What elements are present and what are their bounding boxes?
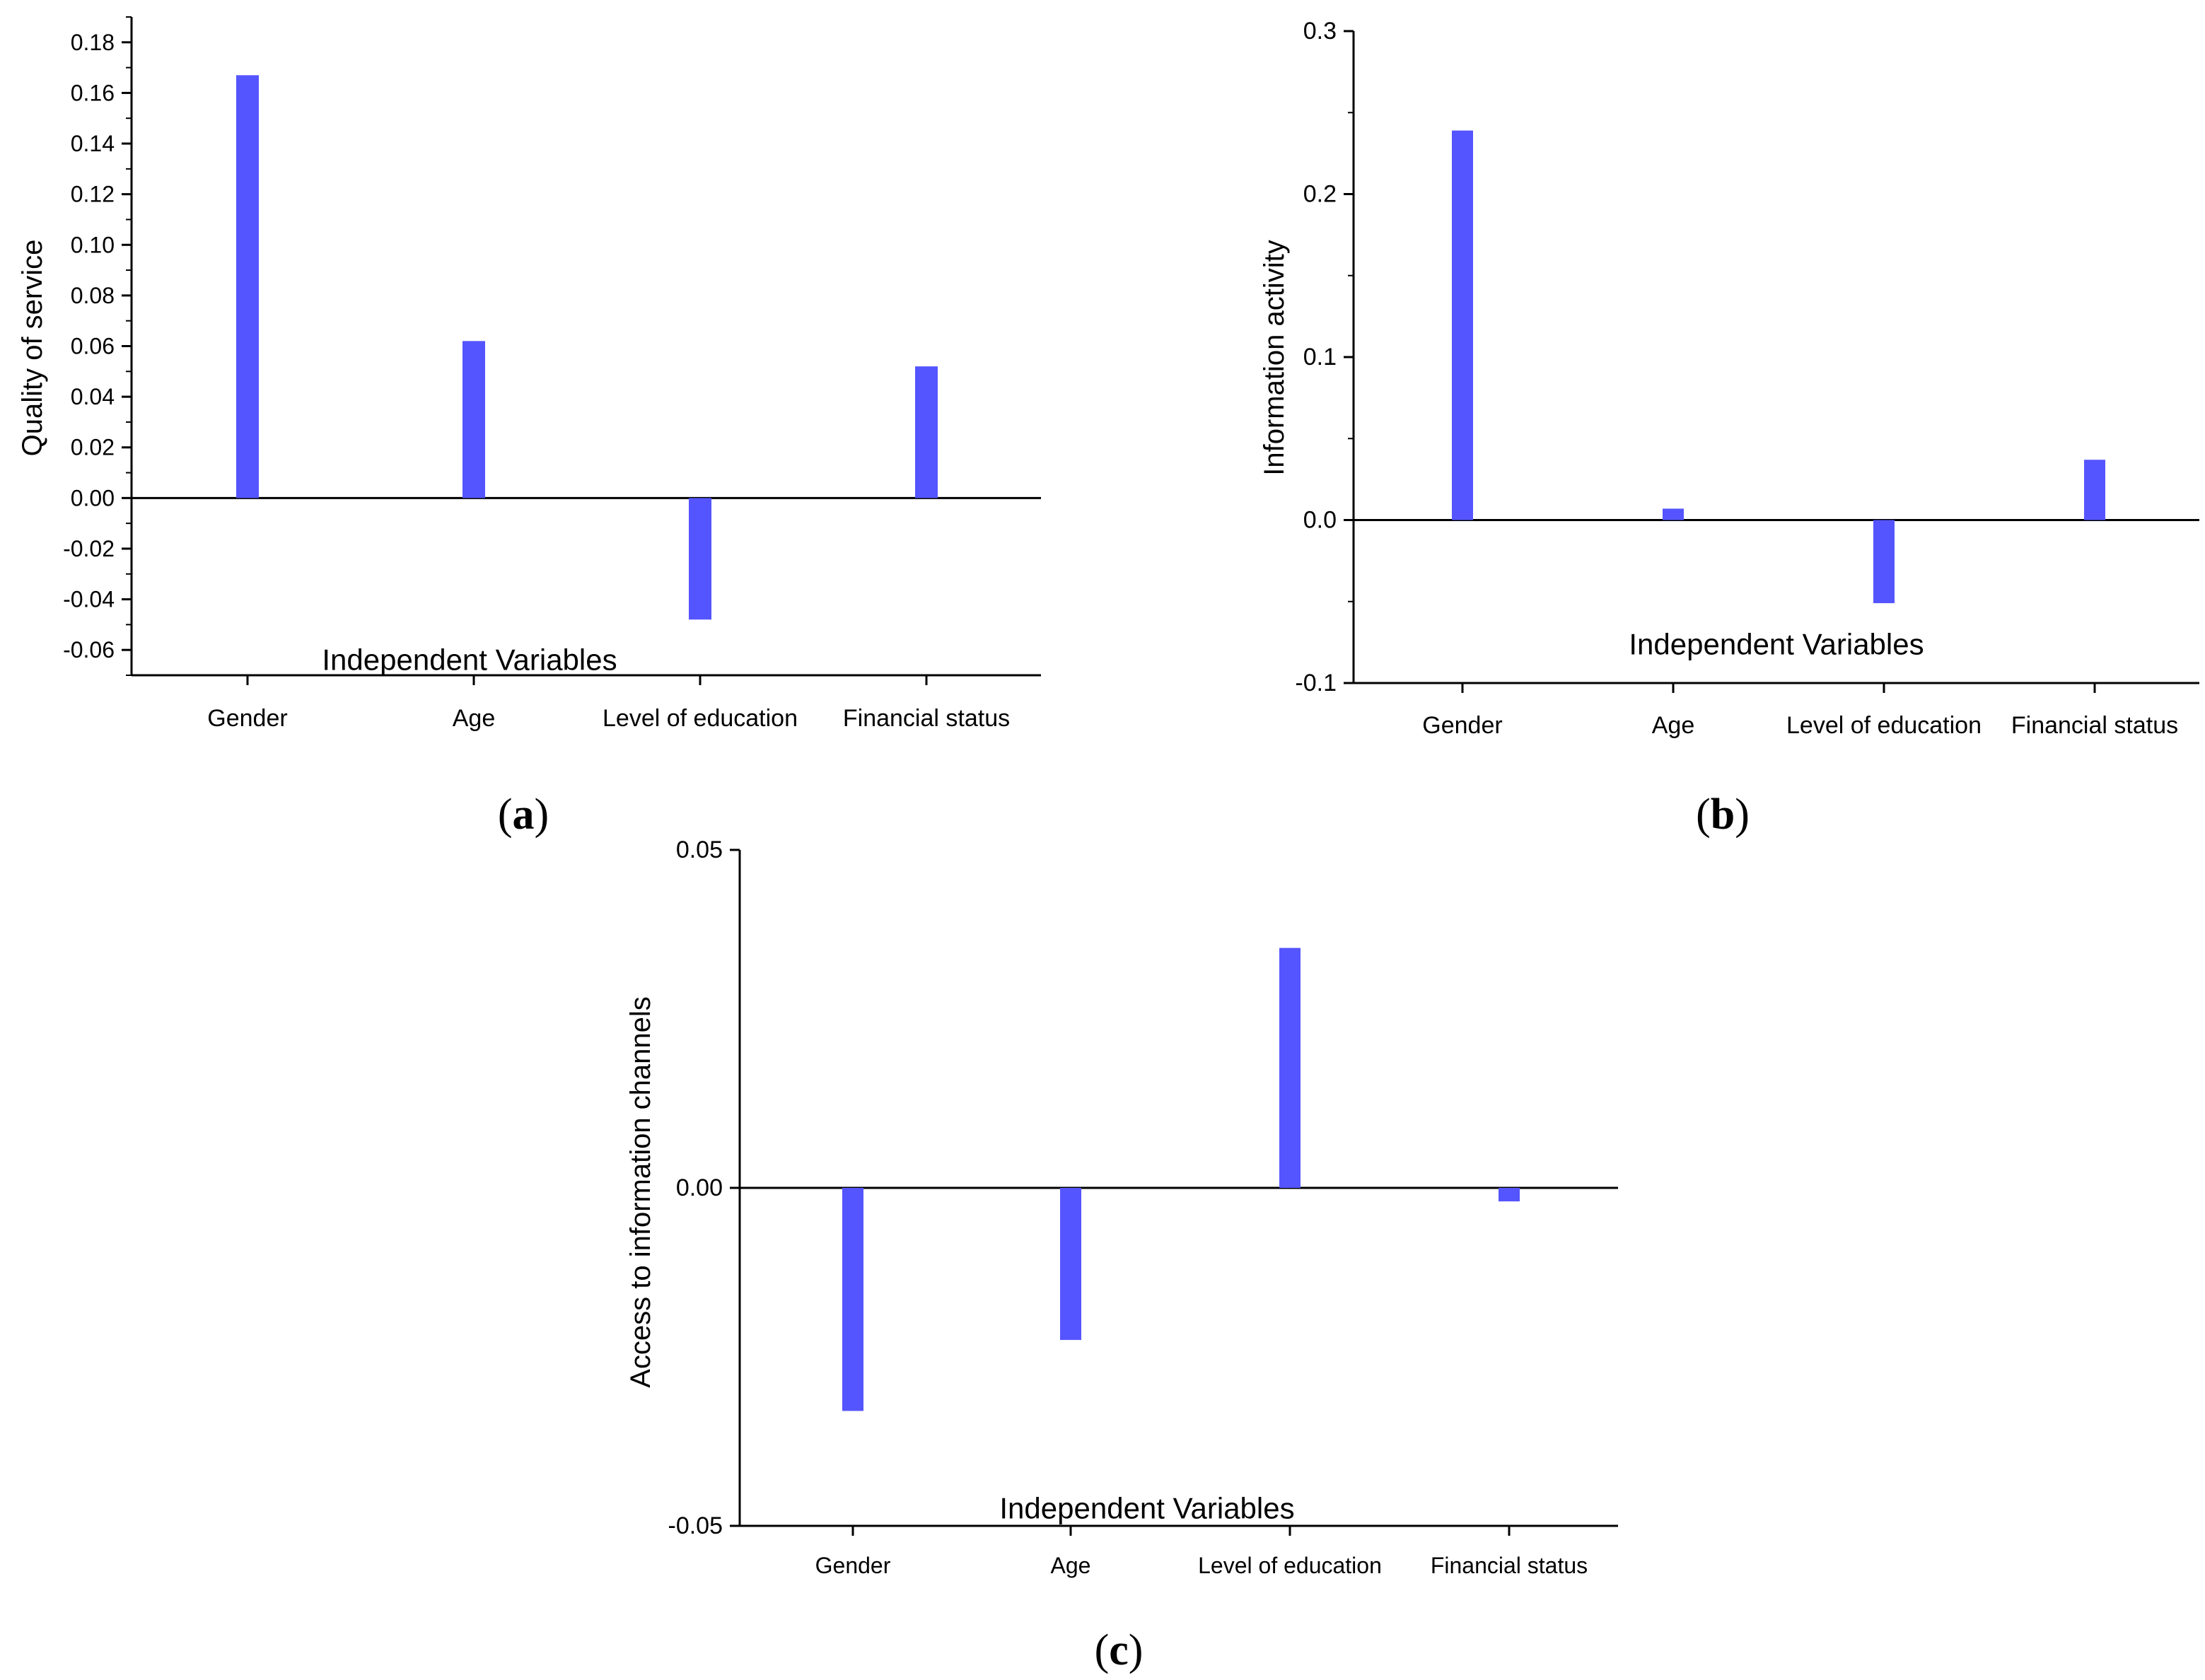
x-tick-label: Age (1051, 1553, 1091, 1578)
x-tick-label: Gender (815, 1553, 891, 1578)
y-tick-label: 0.08 (71, 283, 115, 308)
bar-level-of-education[interactable] (1279, 947, 1301, 1188)
x-tick-label: Gender (207, 705, 287, 732)
y-axis-title: Quality of service (17, 240, 48, 457)
bar-financial-status[interactable] (1499, 1188, 1520, 1202)
bar-level-of-education[interactable] (1873, 520, 1895, 604)
bar-age[interactable] (1060, 1188, 1081, 1341)
panel-label: (b) (1696, 791, 1750, 839)
panel-label: (c) (1095, 1626, 1144, 1674)
y-tick-label: 0.05 (676, 836, 723, 863)
chart-panel-b: -0.1 0.0 0.1 0.2 0.3 Gender Age Level of educat… (1259, 18, 2199, 839)
bar-age[interactable] (462, 341, 485, 498)
y-tick-label: 0.0 (1303, 507, 1337, 534)
bar-gender[interactable] (236, 75, 259, 498)
y-tick-label: -0.1 (1295, 670, 1337, 696)
y-tick-label: -0.05 (668, 1512, 723, 1539)
y-axis-title: Access to information channels (625, 996, 656, 1388)
bar-gender[interactable] (1452, 130, 1473, 520)
y-tick-label: 0.00 (71, 485, 115, 511)
y-tick-label: 0.10 (71, 232, 115, 257)
y-tick-label: -0.06 (63, 637, 115, 663)
x-tick-label: Level of education (603, 705, 798, 732)
bar-level-of-education[interactable] (689, 498, 711, 620)
x-axis-title: Independent Variables (1629, 628, 1924, 661)
chart-panel-a: -0.06 -0.04 -0.02 0.00 0.02 0.04 0.06 0.08 0.10 0… (17, 16, 1041, 839)
y-tick-label: -0.04 (63, 587, 115, 612)
x-tick-label: Level of education (1786, 712, 1982, 739)
x-tick-label: Financial status (1431, 1553, 1588, 1578)
y-tick-label: -0.02 (63, 536, 115, 561)
bar-age[interactable] (1663, 508, 1684, 520)
y-tick-label: 0.00 (676, 1174, 723, 1201)
bar-gender[interactable] (842, 1188, 863, 1411)
y-tick-label: 0.16 (71, 80, 115, 105)
x-tick-label: Age (1652, 712, 1695, 739)
y-tick-label: 0.18 (71, 30, 115, 55)
y-tick-label: 0.1 (1303, 344, 1337, 371)
x-tick-label: Financial status (843, 705, 1010, 732)
x-tick-label: Age (453, 705, 496, 732)
y-tick-label: 0.02 (71, 435, 115, 460)
y-tick-label: 0.14 (71, 131, 115, 156)
x-tick-label: Level of education (1198, 1553, 1382, 1578)
bar-financial-status[interactable] (2084, 460, 2105, 520)
panel-label: (a) (498, 791, 549, 839)
y-tick-label: 0.3 (1303, 18, 1337, 45)
chart-panel-c: -0.05 0.00 0.05 Gender Age Level of education… (625, 836, 1618, 1674)
y-tick-label: 0.04 (71, 384, 115, 409)
x-tick-label: Financial status (2011, 712, 2178, 739)
x-axis-title: Independent Variables (999, 1492, 1294, 1525)
y-tick-label: 0.06 (71, 334, 115, 359)
y-tick-label: 0.12 (71, 182, 115, 207)
y-tick-label: 0.2 (1303, 181, 1337, 208)
y-axis-title: Information activity (1259, 240, 1290, 475)
x-tick-label: Gender (1422, 712, 1502, 739)
x-axis-title: Independent Variables (322, 643, 617, 677)
bar-financial-status[interactable] (915, 366, 938, 498)
